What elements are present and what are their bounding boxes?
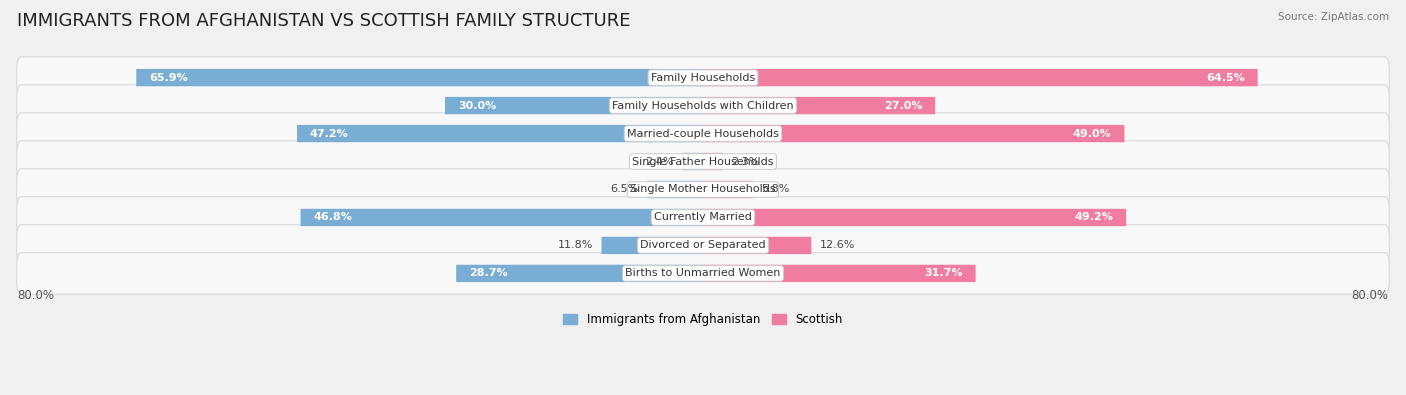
FancyBboxPatch shape: [136, 69, 703, 86]
Text: 49.2%: 49.2%: [1074, 213, 1114, 222]
Text: 80.0%: 80.0%: [18, 289, 55, 302]
FancyBboxPatch shape: [301, 209, 703, 226]
FancyBboxPatch shape: [17, 141, 1389, 182]
Text: 31.7%: 31.7%: [924, 269, 963, 278]
Text: Family Households: Family Households: [651, 73, 755, 83]
Text: Family Households with Children: Family Households with Children: [612, 101, 794, 111]
Text: 2.3%: 2.3%: [731, 156, 759, 167]
Text: Births to Unmarried Women: Births to Unmarried Women: [626, 269, 780, 278]
FancyBboxPatch shape: [446, 97, 703, 114]
FancyBboxPatch shape: [647, 181, 703, 198]
Text: 47.2%: 47.2%: [309, 128, 349, 139]
FancyBboxPatch shape: [17, 253, 1389, 294]
Text: 80.0%: 80.0%: [1351, 289, 1388, 302]
Text: 27.0%: 27.0%: [884, 101, 922, 111]
Text: Source: ZipAtlas.com: Source: ZipAtlas.com: [1278, 12, 1389, 22]
Text: 11.8%: 11.8%: [558, 241, 593, 250]
Text: Divorced or Separated: Divorced or Separated: [640, 241, 766, 250]
Text: 2.4%: 2.4%: [645, 156, 673, 167]
Text: 12.6%: 12.6%: [820, 241, 855, 250]
FancyBboxPatch shape: [456, 265, 703, 282]
FancyBboxPatch shape: [682, 153, 703, 170]
Text: Married-couple Households: Married-couple Households: [627, 128, 779, 139]
Text: 6.5%: 6.5%: [610, 184, 638, 194]
FancyBboxPatch shape: [703, 265, 976, 282]
FancyBboxPatch shape: [703, 69, 1258, 86]
FancyBboxPatch shape: [703, 237, 811, 254]
FancyBboxPatch shape: [703, 209, 1126, 226]
FancyBboxPatch shape: [17, 85, 1389, 126]
Text: 64.5%: 64.5%: [1206, 73, 1244, 83]
FancyBboxPatch shape: [17, 113, 1389, 154]
FancyBboxPatch shape: [17, 57, 1389, 98]
FancyBboxPatch shape: [17, 225, 1389, 266]
Text: Currently Married: Currently Married: [654, 213, 752, 222]
FancyBboxPatch shape: [703, 125, 1125, 142]
Text: 28.7%: 28.7%: [470, 269, 508, 278]
Text: 5.8%: 5.8%: [762, 184, 790, 194]
FancyBboxPatch shape: [297, 125, 703, 142]
Text: Single Father Households: Single Father Households: [633, 156, 773, 167]
FancyBboxPatch shape: [602, 237, 703, 254]
Legend: Immigrants from Afghanistan, Scottish: Immigrants from Afghanistan, Scottish: [558, 308, 848, 331]
Text: 65.9%: 65.9%: [149, 73, 188, 83]
FancyBboxPatch shape: [703, 181, 752, 198]
FancyBboxPatch shape: [703, 153, 723, 170]
Text: 30.0%: 30.0%: [458, 101, 496, 111]
FancyBboxPatch shape: [703, 97, 935, 114]
FancyBboxPatch shape: [17, 197, 1389, 238]
Text: IMMIGRANTS FROM AFGHANISTAN VS SCOTTISH FAMILY STRUCTURE: IMMIGRANTS FROM AFGHANISTAN VS SCOTTISH …: [17, 12, 630, 30]
Text: Single Mother Households: Single Mother Households: [630, 184, 776, 194]
Text: 49.0%: 49.0%: [1073, 128, 1112, 139]
Text: 46.8%: 46.8%: [314, 213, 353, 222]
FancyBboxPatch shape: [17, 169, 1389, 210]
